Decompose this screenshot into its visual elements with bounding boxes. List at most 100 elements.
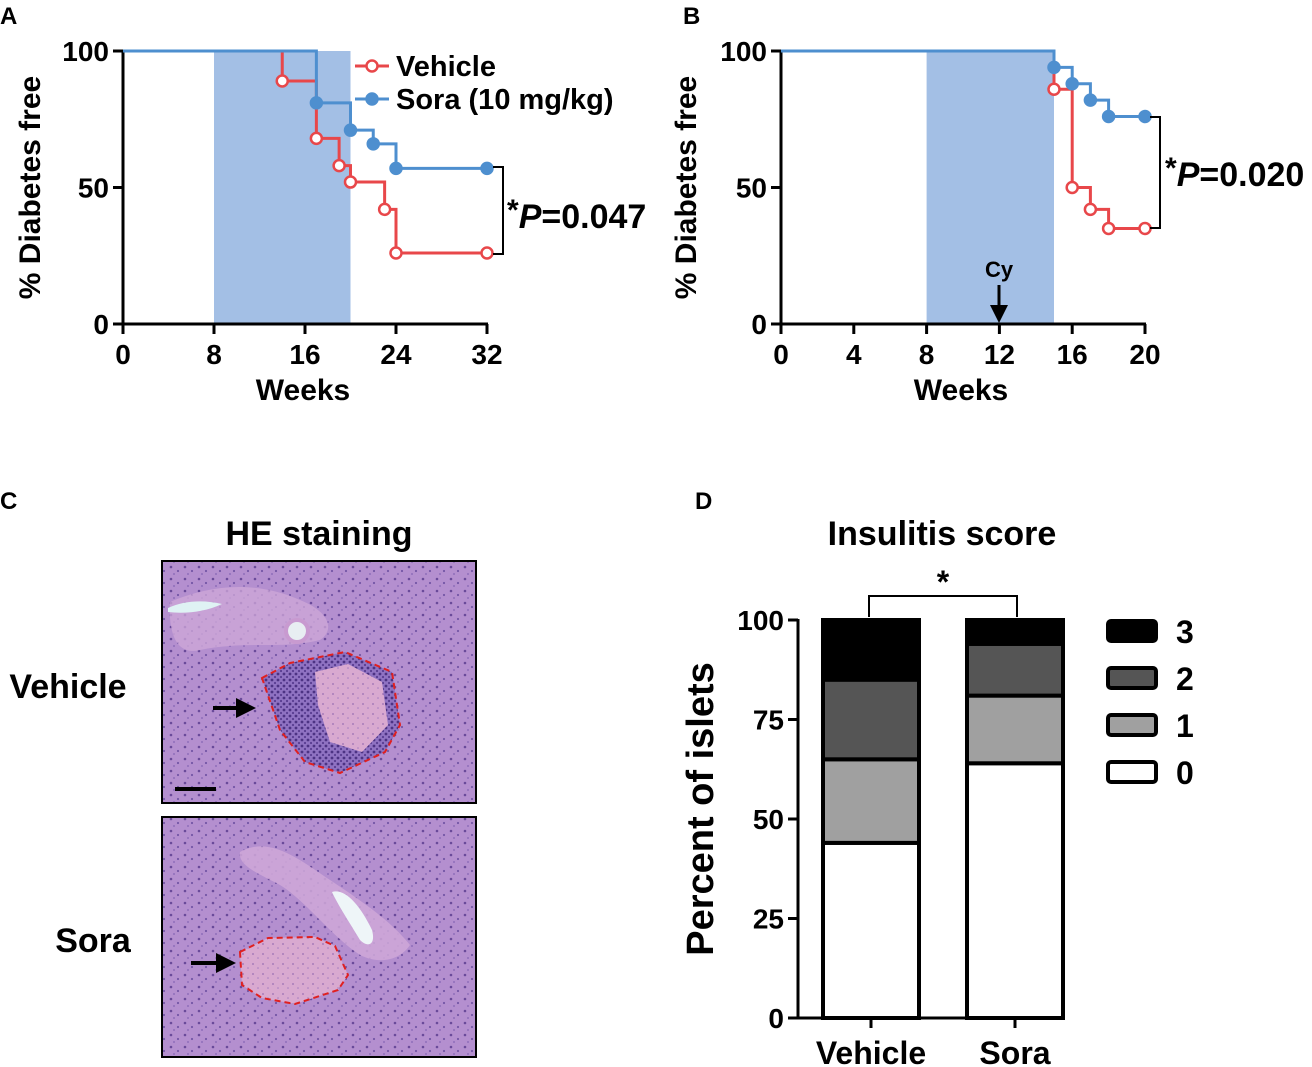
legend-sora-label: Sora (10 mg/kg) xyxy=(396,84,614,116)
panel-a-x-axis-label: Weeks xyxy=(256,374,351,407)
panel-b-pvalue-star: * xyxy=(1165,152,1177,185)
islet-outline-sora xyxy=(238,935,350,1006)
legend-swatch-score-1 xyxy=(1106,713,1158,737)
panel-b-x-axis-label: Weeks xyxy=(914,374,1009,407)
panel-b-series-vehicle-point xyxy=(1138,221,1152,236)
panel-d: D Insulitis score * 0 25 50 75 100 Percent of… xyxy=(680,488,1194,1067)
panel-b-y-tick-label: 100 xyxy=(720,36,767,67)
panel-a-series-sora-point xyxy=(343,123,358,137)
bar-sora-score-1 xyxy=(965,693,1065,766)
panel-a-letter: A xyxy=(0,3,17,30)
panel-b-series-sora-point xyxy=(1047,60,1061,75)
panel-b-letter: B xyxy=(683,3,700,30)
panel-d-y-tick-label: 0 xyxy=(768,1003,784,1034)
panel-d-x-tick-label: Sora xyxy=(979,1035,1050,1067)
bar-sora-score-3 xyxy=(965,618,1065,646)
legend-swatch-score-0 xyxy=(1106,760,1158,784)
panel-c-letter: C xyxy=(0,488,17,515)
panel-b-series-sora-point xyxy=(1065,77,1079,91)
panel-b-series-vehicle-point xyxy=(1083,202,1098,217)
panel-a-pvalue-star: * xyxy=(507,194,519,227)
panel-a-x-tick-label: 24 xyxy=(380,339,412,370)
arrow-sora-head xyxy=(216,953,236,973)
panel-b-x-tick-label: 16 xyxy=(1057,339,1088,370)
panel-b: B 0 50 100 0 4 8 12 16 20 Weeks % Diabetes free Cy… xyxy=(670,3,1304,407)
panel-a: A 0 50 100 0 8 16 24 32 Weeks % Diabetes free Veh… xyxy=(0,3,646,407)
panel-b-series-vehicle-point xyxy=(1101,221,1116,236)
panel-d-y-tick-label: 50 xyxy=(753,804,784,835)
panel-b-series-sora-point xyxy=(1101,109,1116,124)
panel-b-pvalue-p: P xyxy=(1177,156,1200,194)
panel-b-treatment-window xyxy=(926,51,1054,324)
panel-b-series-sora-point xyxy=(1138,109,1152,124)
panel-a-series-vehicle-point xyxy=(377,202,392,217)
panel-a-series-sora-point xyxy=(366,137,380,151)
panel-a-series-sora-point xyxy=(480,161,494,176)
legend-label-score-3: 3 xyxy=(1176,614,1194,650)
panel-c-row-vehicle: Vehicle xyxy=(9,668,126,706)
panel-b-series-sora-point xyxy=(1083,93,1098,107)
panel-c-row-sora: Sora xyxy=(55,922,132,960)
panel-d-y-tick-label: 100 xyxy=(737,605,784,636)
panel-b-y-axis-label: % Diabetes free xyxy=(670,76,703,299)
panel-a-series-vehicle-point xyxy=(332,158,346,173)
legend-vehicle-marker xyxy=(365,59,379,73)
panel-a-y-axis-label: % Diabetes free xyxy=(14,76,47,299)
legend-swatch-score-3 xyxy=(1106,619,1158,643)
significance-star: * xyxy=(937,564,950,600)
panel-b-series-sora-line xyxy=(781,49,1145,119)
panel-b-x-tick-label: 8 xyxy=(919,339,935,370)
panel-c: C HE staining Vehicle Sora xyxy=(0,488,477,1058)
panel-b-y-tick-label: 0 xyxy=(751,309,767,340)
panel-a-pvalue-number: =0.047 xyxy=(541,198,646,236)
panel-a-x-tick-label: 16 xyxy=(289,339,320,370)
panel-d-y-axis-label: Percent of islets xyxy=(680,662,722,956)
panel-a-series-vehicle-point xyxy=(343,175,358,189)
panel-a-x-tick-label: 0 xyxy=(115,339,131,370)
bar-sora-score-2 xyxy=(965,641,1065,698)
panel-a-x-tick-label: 8 xyxy=(206,339,222,370)
arrow-vehicle-head xyxy=(236,698,256,718)
significance-bracket xyxy=(868,595,1018,617)
panel-a-series-vehicle-point xyxy=(309,131,324,146)
panel-b-pvalue-number: =0.020 xyxy=(1199,156,1304,194)
panel-b-x-tick-label: 12 xyxy=(984,339,1015,370)
panel-a-series-vehicle-point xyxy=(480,246,494,260)
bar-vehicle-score-2 xyxy=(821,677,921,762)
panel-b-pvalue: *P=0.020 xyxy=(1165,152,1304,194)
panel-a-series-sora-point xyxy=(389,161,403,176)
panel-b-bracket xyxy=(1150,116,1161,229)
panel-a-series-vehicle-point xyxy=(389,246,403,260)
panel-b-y-tick-label: 50 xyxy=(736,173,767,204)
panel-a-bracket xyxy=(493,166,504,255)
panel-a-x-tick-label: 32 xyxy=(471,339,502,370)
legend-label-score-1: 1 xyxy=(1176,708,1194,744)
legend-label-score-2: 2 xyxy=(1176,661,1194,697)
panel-b-x-tick-label: 20 xyxy=(1129,339,1160,370)
legend-swatch-score-2 xyxy=(1106,666,1158,690)
panel-d-y-tick-label: 75 xyxy=(753,705,784,736)
panel-d-x-tick-label: Vehicle xyxy=(816,1035,926,1067)
panel-b-x-tick-label: 0 xyxy=(773,339,789,370)
panel-a-series-sora-line xyxy=(123,49,487,170)
panel-a-y-tick-label: 50 xyxy=(78,173,109,204)
bar-vehicle-score-3 xyxy=(821,618,921,682)
panel-a-legend: Vehicle Sora (10 mg/kg) xyxy=(355,51,614,116)
panel-d-title: Insulitis score xyxy=(828,515,1057,553)
legend-vehicle-label: Vehicle xyxy=(396,51,496,83)
panel-b-series-vehicle-point xyxy=(1065,180,1079,195)
bar-vehicle-score-1 xyxy=(821,757,921,845)
panel-b-x-tick-label: 4 xyxy=(846,339,862,370)
panel-a-series-sora-point xyxy=(309,96,324,110)
cy-arrow-head xyxy=(990,305,1008,323)
panel-a-pvalue-p: P xyxy=(519,198,542,236)
bar-sora-score-0 xyxy=(965,761,1065,1021)
panel-a-y-tick-label: 0 xyxy=(93,309,109,340)
cy-label: Cy xyxy=(985,257,1014,282)
bar-vehicle-score-0 xyxy=(821,840,921,1020)
legend-label-score-0: 0 xyxy=(1176,755,1194,791)
panel-b-series-vehicle-point xyxy=(1047,82,1061,96)
histology-sora-image xyxy=(161,816,477,1058)
panel-d-y-tick-label: 25 xyxy=(753,904,784,935)
